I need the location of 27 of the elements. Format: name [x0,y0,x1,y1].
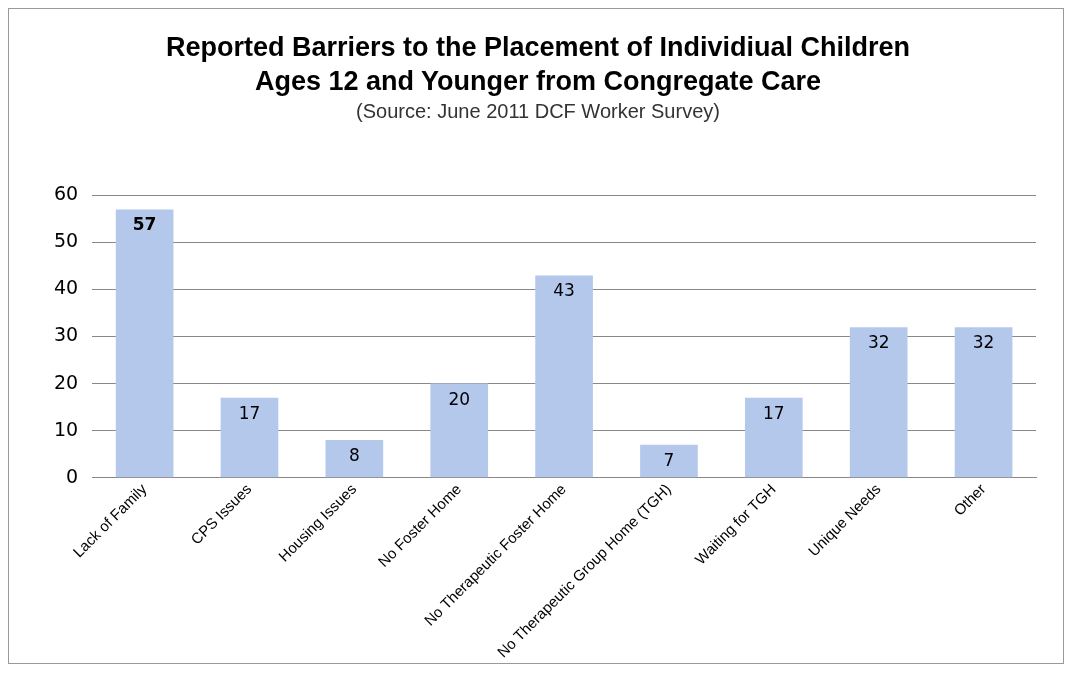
data-label: 17 [238,402,261,423]
y-tick-label: 60 [53,182,79,205]
bar [744,397,803,478]
chart-title: Reported Barriers to the Placement of Individiual Children Ages 12 and Younger from Congregate Care [164,31,912,98]
data-label: 8 [348,444,360,465]
y-tick-label: 0 [66,464,79,487]
bar [849,327,908,478]
bar [115,209,174,478]
bar [954,327,1013,478]
data-label: 20 [448,388,471,409]
y-tick-label: 30 [53,323,79,346]
bar [220,397,279,478]
y-tick-label: 50 [53,229,79,252]
data-label: 7 [663,449,675,470]
data-label: 57 [132,214,157,235]
data-label: 32 [972,332,995,353]
bar [430,383,489,478]
bar [325,440,384,478]
data-label: 32 [867,332,890,353]
y-tick-label: 20 [53,370,79,393]
data-label: 43 [553,280,575,301]
y-tick-label: 10 [53,417,79,440]
chart-subtitle: (Source: June 2011 DCF Worker Survey) [355,100,721,123]
y-tick-label: 40 [53,276,79,299]
bar [535,275,593,478]
bar [640,444,698,478]
data-label: 17 [763,402,785,423]
